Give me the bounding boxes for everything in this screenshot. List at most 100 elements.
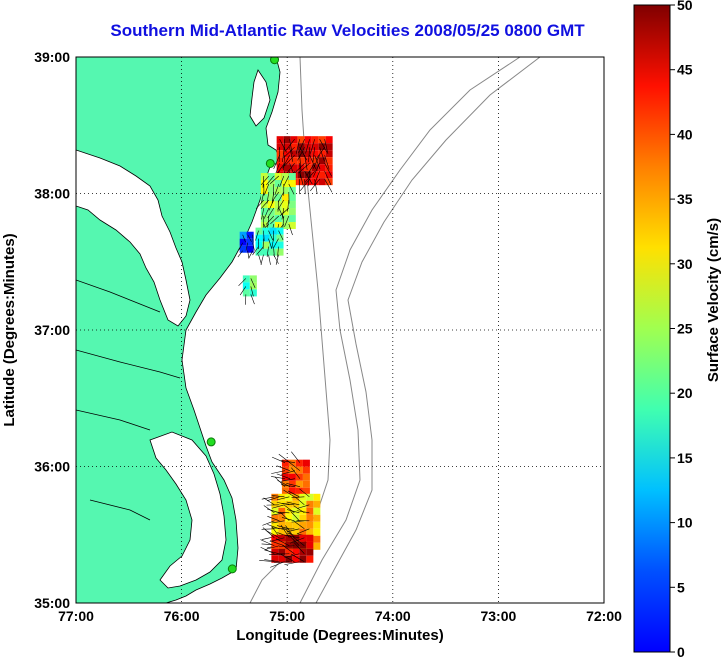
velocity-arrow — [313, 163, 320, 177]
velocity-cell — [283, 143, 291, 151]
velocity-arrow — [299, 155, 302, 171]
chesapeake-bay — [76, 149, 191, 327]
velocity-arrow — [268, 230, 274, 241]
velocity-cell — [288, 208, 296, 216]
velocity-cell — [292, 548, 300, 556]
velocity-cell — [306, 514, 314, 522]
velocity-cell — [267, 173, 275, 181]
velocity-arrow — [255, 199, 265, 209]
velocity-cell — [311, 171, 319, 179]
velocity-cell — [318, 136, 326, 144]
velocity-cell — [288, 201, 296, 209]
velocity-cell — [260, 187, 268, 195]
x-tick-label: 74:00 — [375, 608, 411, 624]
velocity-arrow — [324, 171, 332, 185]
velocity-arrow — [263, 207, 270, 219]
velocity-arrow — [250, 286, 254, 297]
velocity-arrow — [247, 234, 252, 242]
velocity-arrow — [292, 536, 305, 546]
velocity-arrow — [282, 155, 290, 169]
velocity-cell — [306, 493, 314, 501]
velocity-arrow — [284, 154, 295, 167]
x-tick-label: 73:00 — [480, 608, 516, 624]
velocity-cell — [239, 238, 247, 246]
velocity-cell — [292, 514, 300, 522]
velocity-cell — [292, 507, 300, 515]
y-tick-label: 36:00 — [34, 459, 70, 475]
velocity-arrow — [267, 207, 275, 219]
velocity-arrow — [312, 147, 315, 163]
colorbar-tick-label: 5 — [677, 579, 685, 595]
velocity-cell — [313, 521, 321, 529]
velocity-arrow — [299, 178, 310, 192]
velocity-arrow — [260, 175, 270, 185]
velocity-cell — [292, 541, 300, 549]
velocity-cell — [262, 234, 270, 242]
velocity-arrow — [287, 199, 290, 212]
velocity-cell — [325, 164, 333, 172]
velocity-cell — [313, 542, 321, 550]
velocity-cell — [281, 466, 289, 474]
velocity-arrow — [269, 175, 279, 184]
velocity-arrow — [242, 234, 246, 243]
colorbar-label: Surface Velocity (cm/s) — [705, 218, 722, 382]
velocity-arrow — [265, 530, 280, 539]
velocity-arrow — [288, 534, 300, 546]
velocity-arrow — [273, 238, 279, 248]
bathymetry-contour — [299, 57, 521, 603]
velocity-cell — [255, 241, 263, 249]
velocity-arrow — [264, 549, 280, 555]
velocity-cell — [299, 500, 307, 508]
velocity-arrow — [310, 139, 315, 154]
velocity-cell — [281, 201, 289, 209]
velocity-arrow — [295, 139, 300, 154]
velocity-cell — [249, 282, 257, 290]
velocity-cell — [302, 459, 310, 467]
velocity-cell — [278, 548, 286, 556]
velocity-arrow — [247, 250, 250, 259]
velocity-arrow — [252, 246, 259, 256]
velocity-arrow — [267, 496, 280, 501]
velocity-arrow — [324, 139, 329, 154]
velocity-arrow — [299, 147, 308, 161]
velocity-arrow — [288, 223, 293, 236]
velocity-cell — [239, 245, 247, 253]
velocity-arrow — [281, 484, 295, 487]
velocity-cell — [276, 227, 284, 235]
velocity-arrow — [279, 175, 285, 187]
velocity-cell — [285, 514, 293, 522]
velocity-arrow — [261, 528, 275, 530]
velocity-arrow — [283, 155, 285, 171]
velocity-arrow — [261, 191, 265, 204]
velocity-cell — [288, 222, 296, 230]
velocity-cell — [306, 555, 314, 563]
velocity-cell — [281, 187, 289, 195]
velocity-arrow — [277, 199, 285, 211]
velocity-cell — [276, 164, 284, 172]
velocity-arrow — [263, 505, 275, 514]
velocity-cell — [297, 178, 305, 186]
velocity-arrow — [275, 538, 290, 547]
velocity-cell — [295, 459, 303, 467]
velocity-arrow — [324, 163, 332, 177]
velocity-arrow — [283, 146, 295, 158]
velocity-cell — [311, 136, 319, 144]
velocity-cell — [288, 194, 296, 202]
bathymetry-contour — [315, 57, 541, 603]
velocity-cell — [269, 241, 277, 249]
velocity-arrow — [273, 155, 280, 170]
velocity-arrow — [291, 496, 305, 499]
velocity-cell — [267, 194, 275, 202]
velocity-arrow — [270, 215, 280, 225]
velocity-arrow — [250, 278, 256, 289]
velocity-arrow — [261, 207, 265, 220]
grid — [76, 57, 604, 603]
velocity-cell — [276, 150, 284, 158]
velocity-arrow — [258, 254, 262, 265]
velocity-arrow — [324, 179, 333, 193]
velocity-cell — [299, 521, 307, 529]
y-tick-label: 35:00 — [34, 595, 70, 611]
velocity-cell — [295, 473, 303, 481]
plot-frame — [75, 56, 605, 604]
velocity-arrow — [268, 254, 271, 265]
